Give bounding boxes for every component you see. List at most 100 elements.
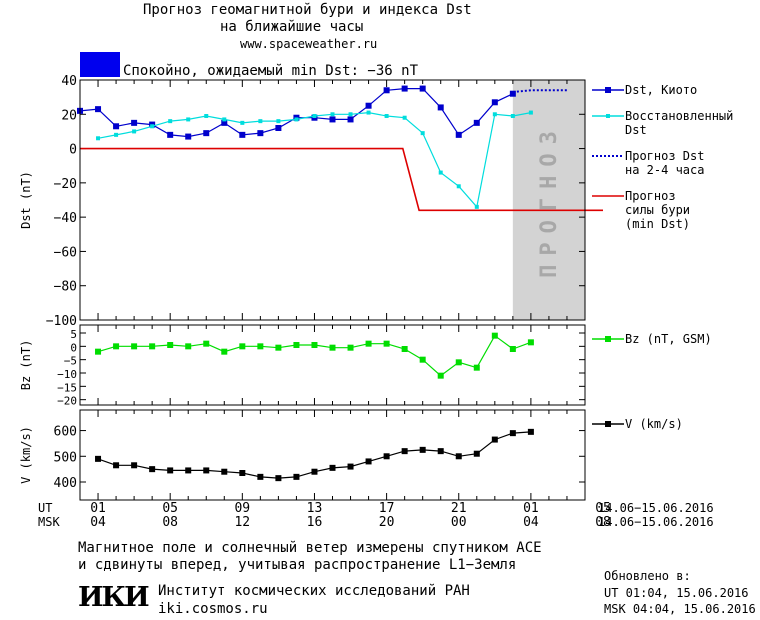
site-url[interactable]: www.spaceweather.ru — [240, 37, 378, 51]
data-point — [527, 339, 534, 346]
data-point — [474, 204, 479, 209]
msk-tick-label: 20 — [379, 515, 395, 530]
ytick-label: −20 — [57, 395, 77, 408]
status-color-box — [80, 52, 120, 77]
institute-url[interactable]: iki.cosmos.ru — [158, 601, 268, 617]
data-point — [257, 130, 264, 137]
data-point — [365, 458, 372, 465]
data-point — [186, 117, 191, 122]
data-point — [311, 468, 318, 475]
data-point — [293, 342, 300, 348]
ut-label: UT — [38, 501, 52, 515]
data-point — [149, 466, 156, 473]
data-point — [221, 119, 228, 126]
updated-msk: MSK 04:04, 15.06.2016 — [604, 602, 756, 616]
ytick-label: 5 — [70, 328, 77, 341]
ytick-label: 20 — [61, 108, 77, 123]
data-point — [419, 356, 426, 363]
data-point — [132, 129, 137, 134]
data-point — [419, 446, 426, 453]
ut-tick-label: 13 — [307, 501, 323, 516]
data-point — [455, 359, 462, 366]
series-line — [79, 87, 514, 138]
data-point — [275, 125, 282, 131]
legend-swatch-marker — [605, 421, 611, 427]
msk-tick-label: 16 — [307, 515, 323, 530]
data-point — [347, 116, 354, 123]
data-point — [330, 112, 335, 117]
ytick-label: 400 — [54, 476, 77, 491]
ut-tick-label: 01 — [90, 501, 106, 516]
data-point — [437, 448, 444, 455]
data-point — [149, 343, 156, 350]
ytick-label: −100 — [46, 314, 77, 329]
legend-label: Dst, Киото — [625, 83, 697, 97]
institute-name: Институт космических исследований РАН — [158, 583, 470, 599]
data-point — [383, 340, 390, 347]
data-point — [528, 110, 533, 115]
data-point — [492, 112, 497, 117]
data-point — [203, 340, 210, 347]
data-point — [239, 131, 246, 138]
data-point — [95, 348, 102, 355]
updated-ut: UT 01:04, 15.06.2016 — [604, 586, 749, 600]
msk-tick-label: 08 — [162, 515, 178, 530]
data-point — [276, 119, 281, 124]
data-point — [185, 467, 192, 474]
data-point — [311, 342, 318, 348]
data-point — [221, 468, 228, 475]
data-point — [293, 473, 300, 480]
ylabel: V (km/s) — [19, 426, 33, 484]
data-point — [401, 85, 408, 92]
title-line-2: на ближайшие часы — [220, 19, 364, 35]
data-point — [383, 453, 390, 460]
data-point — [365, 102, 372, 109]
data-point — [509, 430, 516, 437]
ylabel: Bz (nT) — [19, 340, 33, 391]
data-point — [167, 467, 174, 474]
data-point — [455, 453, 462, 460]
data-point — [510, 114, 515, 118]
data-point — [329, 116, 336, 123]
data-point — [456, 184, 461, 189]
data-point — [239, 470, 246, 476]
data-point — [527, 428, 534, 435]
ytick-label: 40 — [61, 74, 77, 89]
msk-range: 14.06−15.06.2016 — [598, 515, 714, 529]
ytick-label: 600 — [54, 425, 77, 440]
data-point — [258, 119, 263, 124]
panel-frame — [79, 79, 586, 321]
legend-label: силы бури — [625, 203, 690, 217]
legend-label: Прогноз — [625, 189, 676, 203]
data-point — [203, 467, 210, 474]
legend-swatch-marker — [605, 87, 611, 93]
data-point — [113, 462, 120, 469]
data-point — [203, 130, 210, 137]
data-point — [294, 117, 299, 122]
msk-tick-label: 08 — [595, 515, 611, 530]
title-line-1: Прогноз геомагнитной бури и индекса Dst — [143, 2, 472, 18]
msk-tick-label: 12 — [234, 515, 250, 530]
data-point — [131, 343, 138, 350]
ut-tick-label: 01 — [523, 501, 539, 516]
updated-label: Обновлено в: — [604, 569, 691, 583]
data-point — [491, 332, 498, 339]
legend-label: на 2-4 часа — [625, 163, 704, 177]
msk-label: MSK — [38, 515, 60, 529]
data-point — [96, 136, 101, 141]
data-point — [167, 342, 174, 348]
data-point — [150, 124, 155, 129]
ytick-label: −5 — [64, 355, 77, 368]
panel-frame — [79, 409, 586, 501]
data-point — [95, 455, 102, 462]
ut-range: 14.06−15.06.2016 — [598, 501, 714, 515]
data-point — [455, 131, 462, 138]
data-point — [113, 343, 120, 350]
data-point — [329, 344, 336, 351]
data-point — [257, 473, 264, 480]
data-point — [204, 114, 209, 118]
series-line — [80, 147, 603, 212]
data-point — [419, 85, 426, 92]
data-point — [113, 123, 120, 130]
legend-label: V (km/s) — [625, 417, 683, 431]
